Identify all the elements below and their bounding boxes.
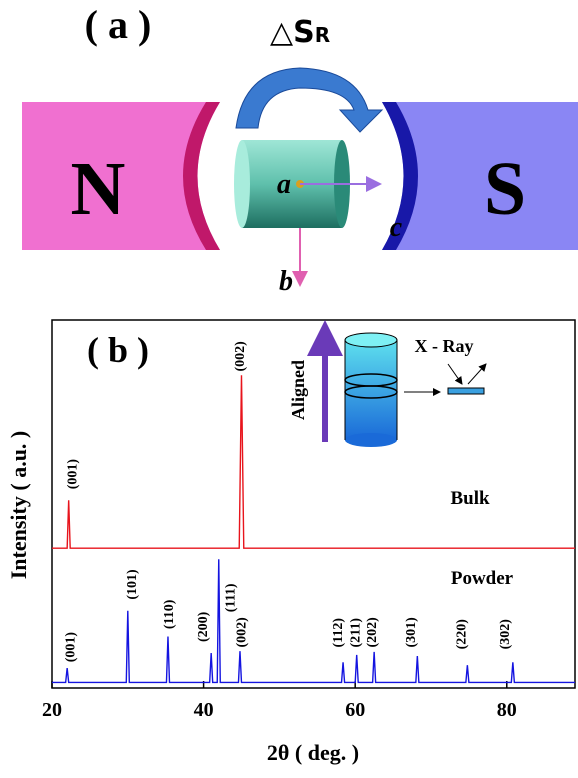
inset-cylinder: [345, 340, 397, 440]
peak-label: (200): [196, 611, 211, 642]
peak-label: (001): [63, 632, 78, 663]
south-pole-face: [382, 102, 418, 250]
inset-cylinder-bottom: [345, 433, 397, 447]
axis-a-label: a: [277, 169, 291, 200]
inset-xray: X - Ray: [415, 336, 474, 356]
cylinder-end: [234, 140, 250, 228]
south-magnet: [382, 102, 578, 250]
delta-s-main: △S: [270, 15, 315, 50]
inset-cylinder-top: [344, 332, 398, 348]
axis-b-label: b: [279, 266, 293, 297]
peak-label: (002): [235, 617, 250, 648]
inset-slice: [344, 385, 398, 399]
x-tick-label: 40: [194, 699, 214, 721]
xray-out: [467, 363, 487, 385]
peak-label: (110): [162, 599, 177, 629]
series-line: [52, 559, 575, 684]
peak-label: (112): [331, 618, 346, 648]
y-axis-label: Intensity ( a.u. ): [6, 431, 31, 580]
peak-label: (202): [365, 617, 380, 648]
peak-label: (001): [66, 459, 81, 490]
peak-label: (211): [348, 618, 363, 648]
north-magnet: [22, 102, 220, 250]
peak-label: (111): [223, 583, 238, 612]
x-tick-label: 20: [42, 699, 62, 721]
x-axis-label: 2θ ( deg. ): [267, 740, 359, 765]
peak-label: (220): [455, 619, 470, 650]
peak-label: (302): [498, 619, 513, 650]
xray-in: [447, 363, 463, 385]
north-label: N: [71, 147, 126, 231]
series-line: [52, 375, 575, 549]
axis-c-label: c: [390, 212, 403, 243]
rotation-arrow: [235, 67, 384, 133]
series-label: Bulk: [450, 488, 490, 509]
plot-frame: [51, 319, 576, 689]
x-tick-label: 60: [345, 699, 365, 721]
delta-s-sub: R: [315, 23, 330, 47]
peak-label: (002): [233, 341, 248, 372]
peak-label: (301): [404, 617, 419, 648]
south-label: S: [484, 147, 526, 231]
delta-s: △SR: [270, 15, 330, 50]
inset-aligned: Aligned: [288, 360, 308, 420]
panel-label: ( b ): [87, 330, 149, 370]
peak-label: (101): [125, 569, 140, 600]
north-pole-face: [183, 102, 220, 250]
inset-platelet: [447, 387, 485, 395]
panel-label: ( a ): [85, 2, 152, 47]
x-tick-label: 80: [497, 699, 517, 721]
series-label: Powder: [451, 568, 514, 589]
